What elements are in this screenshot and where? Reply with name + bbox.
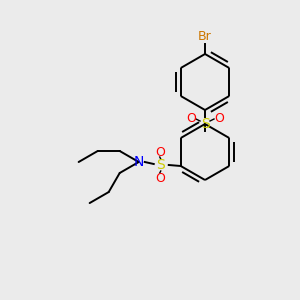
Text: S: S bbox=[156, 158, 165, 172]
Text: N: N bbox=[134, 155, 144, 169]
Text: Br: Br bbox=[198, 31, 212, 44]
Text: O: O bbox=[186, 112, 196, 124]
Text: O: O bbox=[214, 112, 224, 124]
Text: O: O bbox=[155, 146, 165, 158]
Text: O: O bbox=[155, 172, 165, 184]
Text: S: S bbox=[201, 117, 209, 131]
